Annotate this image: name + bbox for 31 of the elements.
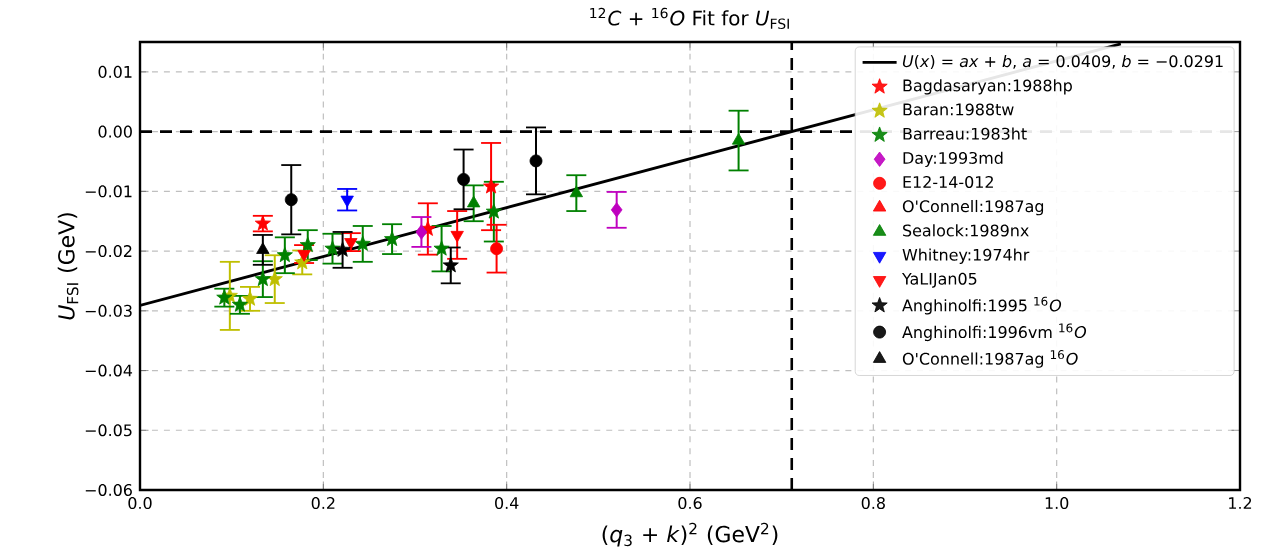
x-tick-label: 0.6 bbox=[678, 497, 702, 510]
x-tick-label: 1.0 bbox=[1045, 497, 1069, 510]
x-tick-label: 0.8 bbox=[861, 497, 885, 510]
legend-label: Bagdasaryan:1988hp bbox=[903, 79, 1072, 95]
legend-label: O'Connell:1987ag $^{16}$O bbox=[902, 350, 1078, 368]
y-tick-label: −0.04 bbox=[85, 364, 133, 377]
y-tick-label: −0.02 bbox=[85, 245, 132, 258]
legend-label: Whitney:1974hr bbox=[902, 248, 1030, 264]
legend-label: Anghinolfi:1996vm $^{16}$O bbox=[902, 323, 1087, 342]
text: U(x) = ax + b, a = 0.0409, b = −0.0291 bbox=[902, 54, 1223, 70]
x-tick-label: 0.4 bbox=[495, 497, 519, 510]
y-tick-label: 0.01 bbox=[98, 65, 132, 78]
legend-label: Day:1993md bbox=[903, 151, 1003, 168]
chart-title: $^{12}$C + $^{16}$O Fit for U$_{FSI}$ bbox=[590, 7, 789, 30]
y-tick-label: 0.00 bbox=[98, 125, 132, 138]
legend-label: Sealock:1989nx bbox=[903, 224, 1029, 237]
y-tick-label: −0.01 bbox=[85, 185, 132, 198]
x-tick-label: 0.0 bbox=[128, 497, 152, 510]
legend-label: E12-14-012 bbox=[903, 175, 993, 188]
legend-label: Barreau:1983ht bbox=[903, 127, 1027, 140]
legend-label: YaLIJan05 bbox=[901, 272, 977, 288]
y-tick-label: −0.05 bbox=[85, 424, 132, 437]
y-tick-label: −0.03 bbox=[85, 304, 132, 317]
y-tick-label: −0.06 bbox=[85, 483, 132, 497]
x-tick-label: 1.2 bbox=[1229, 497, 1252, 509]
legend-label: Baran:1988tw bbox=[903, 103, 1014, 116]
text: (q$_{3}$ + k)$^{2}$ (GeV$^{2}$) bbox=[602, 522, 778, 547]
y-axis-title: U$_{FSI}$ (GeV) bbox=[57, 213, 79, 320]
legend-label: O'Connell:1987ag bbox=[902, 199, 1044, 216]
x-tick-label: 0.2 bbox=[311, 497, 335, 510]
legend-label: Anghinolfi:1995 $^{16}$O bbox=[902, 296, 1062, 315]
